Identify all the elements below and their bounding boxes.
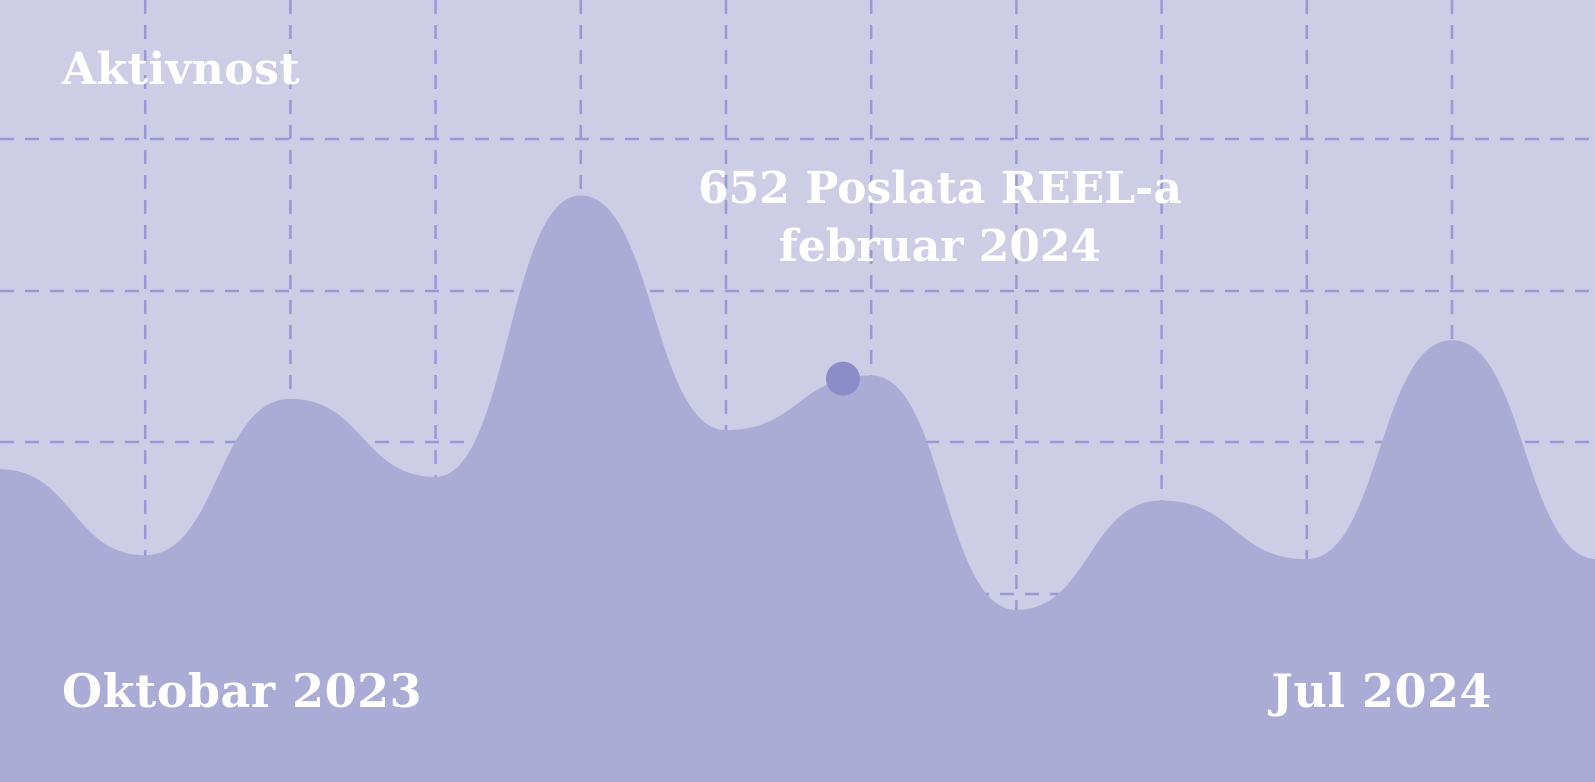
tooltip-value-text: 652 Poslata REEL-a: [698, 163, 1182, 214]
chart-title: Aktivnost: [62, 44, 301, 95]
x-axis-end-label: Jul 2024: [1271, 664, 1492, 718]
highlight-point-marker[interactable]: [825, 361, 860, 396]
highlight-tooltip: 652 Poslata REEL-a februar 2024: [680, 160, 1200, 276]
tooltip-date-text: februar 2024: [778, 221, 1102, 272]
x-axis-start-label: Oktobar 2023: [62, 664, 423, 718]
activity-area-series: [0, 195, 1595, 782]
